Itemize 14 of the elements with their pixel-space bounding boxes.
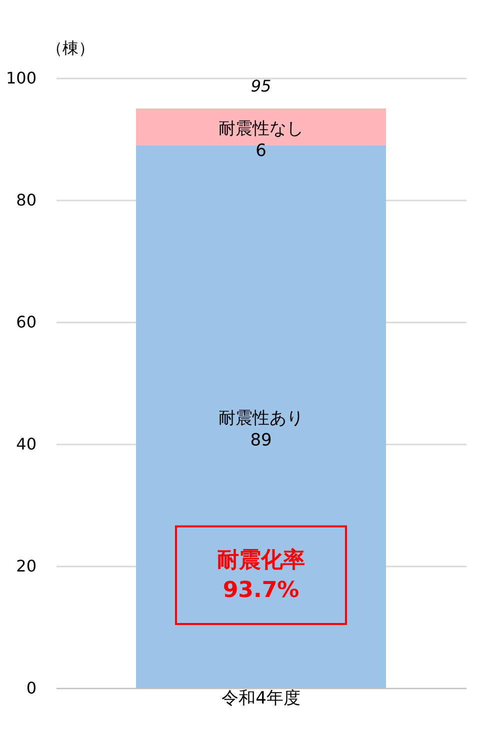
y-tick-label: 100 [6, 68, 36, 88]
y-tick-label: 60 [16, 312, 36, 332]
data-label: 89 [250, 430, 272, 451]
data-label: 6 [256, 140, 266, 161]
y-tick-label: 0 [26, 678, 36, 698]
y-tick-label: 80 [16, 190, 36, 210]
series-label: 耐震性なし [218, 118, 304, 139]
series-label: 耐震性あり [218, 408, 304, 429]
y-tick-label: 20 [16, 556, 36, 576]
y-tick-label: 40 [16, 434, 36, 454]
x-tick-label: 令和4年度 [222, 688, 300, 708]
y-axis-title: （棟） [46, 38, 94, 58]
total-label: 95 [250, 76, 272, 96]
annotation: 耐震化率 93.7% [217, 546, 305, 603]
